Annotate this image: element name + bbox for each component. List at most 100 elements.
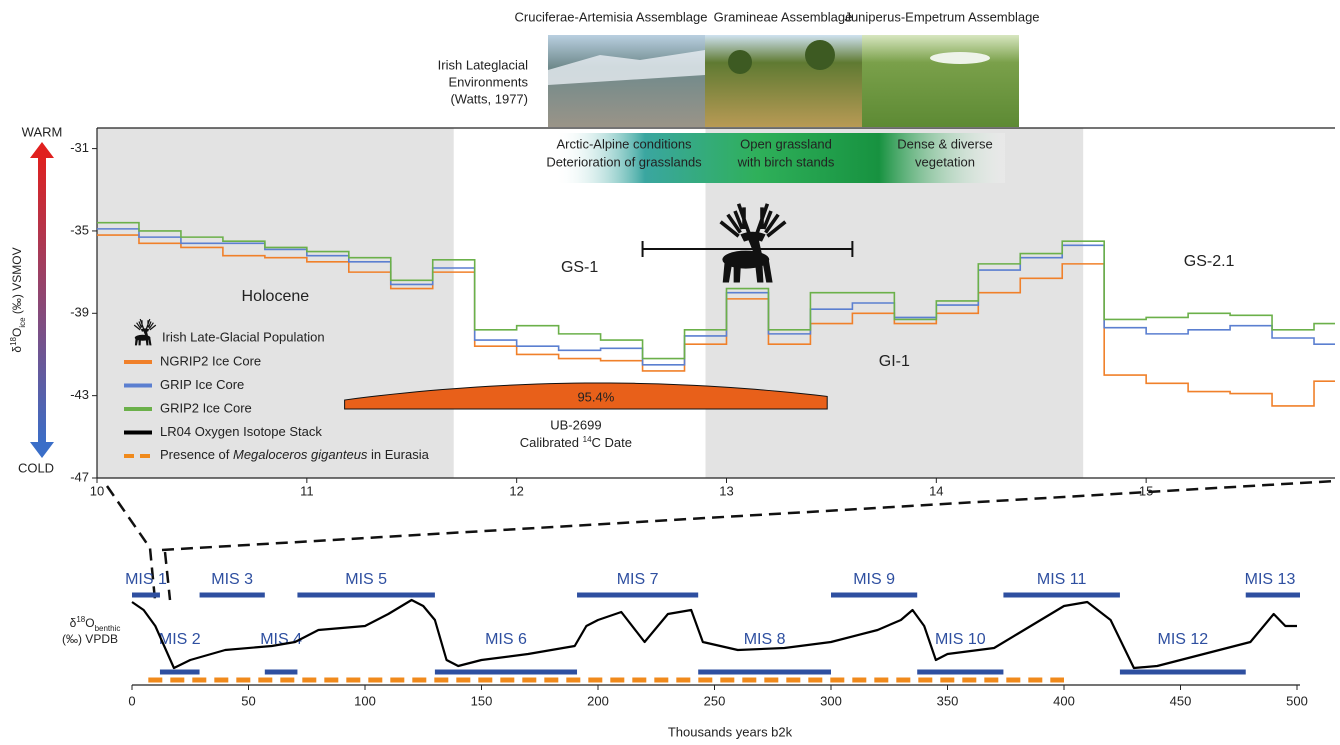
vegetation-band	[555, 133, 1005, 183]
text-part: Megaloceros giganteus	[233, 447, 368, 462]
x-tick-label: 12	[509, 483, 523, 498]
lr04-line	[131, 598, 1297, 670]
assemblage-label: Gramineae Assemblage	[714, 9, 853, 24]
period-label: GS-1	[561, 259, 598, 276]
legend-label: LR04 Oxygen Isotope Stack	[160, 424, 322, 439]
x-tick-label: 15	[1139, 483, 1153, 498]
x-tick-label: 350	[937, 693, 959, 708]
y-tick-label: -39	[70, 305, 89, 320]
photo	[705, 35, 862, 127]
x-tick-label: 200	[587, 693, 609, 708]
x-tick-label: 300	[820, 693, 842, 708]
y-tick-label: -35	[70, 222, 89, 237]
stage-label: MIS 8	[744, 631, 786, 648]
text-part: 18	[9, 336, 18, 345]
legend-label: Presence of Megaloceros giganteus in Eur…	[160, 447, 430, 462]
legend-label: Irish Late-Glacial Population	[162, 329, 325, 344]
x-tick-label: 500	[1286, 693, 1308, 708]
text-part: δ	[70, 616, 77, 630]
source-label: Environments	[449, 74, 529, 89]
text-part: Presence of	[160, 447, 233, 462]
x-tick-label: 150	[471, 693, 493, 708]
text-part: (‰) VSMOV	[10, 247, 24, 317]
text-part: in Eurasia	[367, 447, 429, 462]
stage-label: MIS 13	[1245, 571, 1296, 588]
photo-detail	[548, 50, 705, 85]
x-tick-label: 13	[719, 483, 733, 498]
assemblage-label: Cruciferae-Artemisia Assemblage	[515, 9, 708, 24]
condition-label: Deterioration of grasslands	[546, 154, 702, 169]
y-tick-label: -47	[70, 469, 89, 484]
period-shade	[97, 128, 454, 478]
ice-core-line	[97, 221, 1335, 360]
period-label: GS-2.1	[1184, 253, 1235, 270]
x-tick-label: 250	[704, 693, 726, 708]
x-tick-label: 450	[1170, 693, 1192, 708]
stage-label: MIS 2	[159, 631, 201, 648]
source-label: (Watts, 1977)	[450, 91, 528, 106]
stage-label: MIS 4	[260, 631, 302, 648]
x-tick-label: 14	[929, 483, 943, 498]
text-part: 14	[583, 435, 592, 444]
photo-detail	[728, 50, 752, 74]
arrow-head	[30, 142, 54, 158]
text-part: ice	[18, 317, 27, 328]
probability-label: 95.4%	[577, 389, 614, 404]
x-tick-label: 10	[90, 483, 104, 498]
text-part: C Date	[592, 435, 632, 450]
x-tick-label: 11	[300, 483, 314, 498]
date-label: UB-2699	[550, 417, 601, 432]
stage-label: MIS 11	[1037, 571, 1087, 588]
condition-label: vegetation	[915, 154, 975, 169]
stage-label: MIS 5	[345, 571, 387, 588]
text-part: benthic	[95, 624, 121, 633]
date-caption: Calibrated 14C Date	[520, 435, 632, 451]
stage-label: MIS 9	[853, 571, 895, 588]
calibrated-date-area	[344, 382, 828, 410]
vegetation-photos	[548, 35, 1019, 127]
photo-detail	[930, 52, 990, 64]
x-tick-label: 0	[128, 693, 135, 708]
x-axis-label: Thousands years b2k	[668, 724, 793, 739]
cold-label: COLD	[18, 460, 54, 475]
stage-label: MIS 3	[211, 571, 253, 588]
y-axis-label: δ18Obenthic	[70, 615, 121, 633]
stage-label: MIS 1	[125, 571, 167, 588]
legend-label: GRIP2 Ice Core	[160, 400, 252, 415]
photo-detail	[805, 40, 835, 70]
zoom-line	[105, 479, 1336, 601]
period-label: GI-1	[879, 353, 910, 370]
condition-label: Dense & diverse	[897, 136, 992, 151]
text-part: Calibrated	[520, 435, 583, 450]
legend-label: NGRIP2 Ice Core	[160, 353, 261, 368]
condition-label: with birch stands	[737, 154, 835, 169]
overlay	[30, 142, 1336, 601]
stage-label: MIS 10	[935, 631, 986, 648]
thermometer-arrow	[38, 155, 46, 445]
y-axis-label: δ18Oice (‰) VSMOV	[9, 247, 27, 352]
y-axis-label: (‰) VPDB	[62, 632, 118, 646]
arrow-head	[30, 442, 54, 458]
text-part: 18	[76, 615, 85, 624]
x-tick-label: 100	[354, 693, 376, 708]
y-tick-label: -31	[70, 140, 89, 155]
text-part: δ	[10, 346, 24, 353]
stage-label: MIS 12	[1157, 631, 1208, 648]
condition-label: Arctic-Alpine conditions	[556, 136, 692, 151]
period-label: Holocene	[242, 288, 310, 305]
warm-label: WARM	[22, 124, 63, 139]
x-tick-label: 400	[1053, 693, 1075, 708]
x-tick-label: 50	[241, 693, 255, 708]
y-tick-label: -43	[70, 387, 89, 402]
condition-label: Open grassland	[740, 136, 832, 151]
assemblage-label: Juniperus-Empetrum Assemblage	[844, 9, 1039, 24]
photo	[862, 35, 1019, 127]
text-part: O	[85, 616, 94, 630]
text-part: O	[10, 328, 24, 337]
stage-label: MIS 7	[617, 571, 659, 588]
top-chart: Holocene GS-1 GI-1 GS-2.1 -47 -43 -39 -35 -31 10 1…	[70, 127, 1335, 498]
source-label: Irish Lateglacial	[438, 57, 528, 72]
stage-label: MIS 6	[485, 631, 527, 648]
legend-label: GRIP Ice Core	[160, 377, 244, 392]
